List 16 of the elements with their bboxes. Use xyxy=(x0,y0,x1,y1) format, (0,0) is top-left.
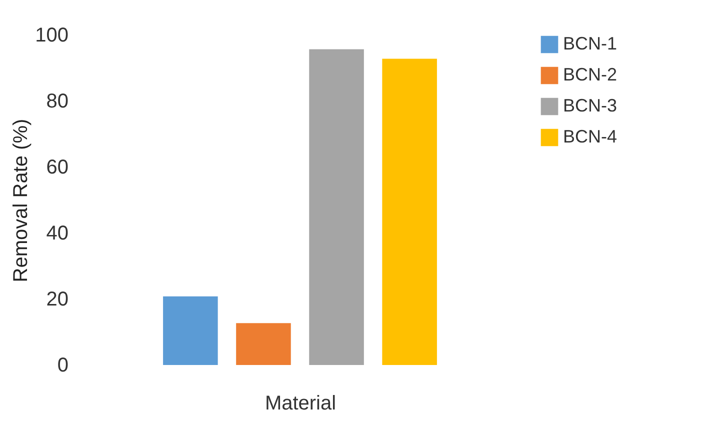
y-tick-label: 0 xyxy=(57,354,68,376)
bar xyxy=(163,296,218,365)
legend-label: BCN-4 xyxy=(563,126,618,146)
bar xyxy=(309,49,364,365)
x-axis-title: Material xyxy=(264,392,336,414)
bar xyxy=(382,58,437,365)
y-tick-label: 100 xyxy=(35,24,68,46)
y-tick-label: 20 xyxy=(46,288,68,310)
legend-label: BCN-1 xyxy=(563,34,618,54)
legend-label: BCN-3 xyxy=(563,96,618,116)
bar xyxy=(236,323,291,365)
y-tick-label: 60 xyxy=(46,156,68,178)
legend-label: BCN-2 xyxy=(563,64,618,84)
y-tick-label: 80 xyxy=(46,90,68,112)
y-axis-title: Removal Rate (%) xyxy=(10,118,32,282)
y-tick-label: 40 xyxy=(46,222,68,244)
